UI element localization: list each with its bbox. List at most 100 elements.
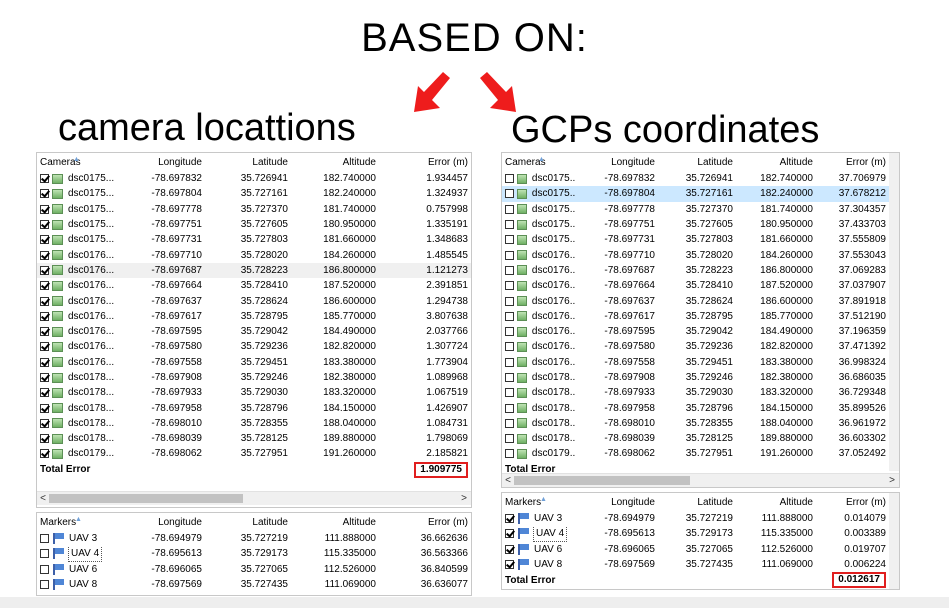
marker-row[interactable]: UAV 8 -78.697569 35.727435 111.069000 0.0062… [502,557,889,572]
column-header-error[interactable]: Error (m) [846,156,886,168]
camera-row[interactable]: dsc0176... -78.697637 35.728624 186.600000 1… [37,293,471,308]
camera-row[interactable]: dsc0178... -78.697908 35.729246 182.380000 3… [502,370,889,385]
camera-row[interactable]: dsc0175... -78.697778 35.727370 181.740000 3… [502,202,889,217]
marker-row[interactable]: UAV 3 -78.694979 35.727219 111.888000 0.0140… [502,511,889,526]
checkbox-checked[interactable] [40,296,49,306]
checkbox-checked[interactable] [40,311,49,321]
camera-row[interactable]: dsc0175... -78.697832 35.726941 182.740000 3… [502,171,889,186]
checkbox-unchecked[interactable] [505,296,514,306]
checkbox-unchecked[interactable] [505,342,514,352]
checkbox-checked[interactable] [40,418,49,428]
column-header-altitude[interactable]: Altitude [779,156,813,168]
checkbox-checked[interactable] [505,544,514,554]
camera-row[interactable]: dsc0175... -78.697804 35.727161 182.240000 3… [502,186,889,202]
camera-row[interactable]: dsc0175... -78.697751 35.727605 180.950000 3… [502,217,889,232]
column-header-cameras[interactable]: ▲ Cameras [502,153,578,171]
camera-row[interactable]: dsc0176... -78.697595 35.729042 184.490000 3… [502,324,889,339]
checkbox-unchecked[interactable] [505,250,514,260]
checkbox-unchecked[interactable] [505,220,514,230]
column-header-error[interactable]: Error (m) [846,496,886,508]
camera-row[interactable]: dsc0176... -78.697687 35.728223 186.800000 1… [37,262,471,279]
camera-row[interactable]: dsc0175... -78.697804 35.727161 182.240000 1… [37,186,471,201]
camera-row[interactable]: dsc0178... -78.698010 35.728355 188.040000 1… [37,416,471,431]
vertical-scrollbar[interactable] [889,153,899,471]
column-header-altitude[interactable]: Altitude [342,516,376,528]
checkbox-checked[interactable] [40,342,49,352]
camera-row[interactable]: dsc0178... -78.697933 35.729030 183.320000 3… [502,385,889,400]
column-header-altitude[interactable]: Altitude [342,156,376,168]
checkbox-checked[interactable] [40,403,49,413]
checkbox-unchecked[interactable] [40,549,49,559]
camera-row[interactable]: dsc0176... -78.697710 35.728020 184.260000 3… [502,247,889,262]
checkbox-checked[interactable] [40,235,49,245]
checkbox-unchecked[interactable] [505,418,514,428]
camera-row[interactable]: dsc0175... -78.697778 35.727370 181.740000 0… [37,202,471,217]
checkbox-unchecked[interactable] [505,174,514,184]
camera-row[interactable]: dsc0176... -78.697617 35.728795 185.770000 3… [37,309,471,324]
checkbox-unchecked[interactable] [505,373,514,382]
column-header-markers[interactable]: ▲ Markers [37,513,123,531]
column-header-longitude[interactable]: Longitude [158,156,202,168]
checkbox-unchecked[interactable] [40,580,49,590]
marker-row[interactable]: UAV 6 -78.696065 35.727065 112.526000 0.0197… [502,542,889,557]
marker-row[interactable]: UAV 3 -78.694979 35.727219 111.888000 36.662… [37,531,471,546]
checkbox-checked[interactable] [505,529,514,539]
camera-row[interactable]: dsc0179... -78.698062 35.727951 191.260000 2… [37,446,471,461]
camera-row[interactable]: dsc0179... -78.698062 35.727951 191.260000 3… [502,446,889,461]
camera-row[interactable]: dsc0175... -78.697832 35.726941 182.740000 1… [37,171,471,186]
checkbox-checked[interactable] [40,174,49,184]
checkbox-checked[interactable] [40,250,49,260]
marker-row[interactable]: UAV 4 -78.695613 35.729173 115.335000 0.0033… [502,526,889,542]
checkbox-unchecked[interactable] [505,403,514,413]
scroll-left-arrow[interactable]: < [40,493,46,504]
column-header-error[interactable]: Error (m) [428,156,468,168]
camera-row[interactable]: dsc0175... -78.697731 35.727803 181.660000 3… [502,232,889,247]
camera-row[interactable]: dsc0178... -78.697908 35.729246 182.380000 1… [37,370,471,385]
checkbox-checked[interactable] [40,189,49,199]
checkbox-unchecked[interactable] [505,235,514,245]
scrollbar-thumb[interactable] [514,476,690,485]
checkbox-checked[interactable] [40,281,49,291]
checkbox-checked[interactable] [505,514,514,524]
checkbox-checked[interactable] [40,357,49,367]
checkbox-unchecked[interactable] [505,265,514,275]
camera-row[interactable]: dsc0176... -78.697558 35.729451 183.380000 1… [37,355,471,370]
checkbox-unchecked[interactable] [40,564,49,574]
checkbox-unchecked[interactable] [505,357,514,367]
column-header-latitude[interactable]: Latitude [697,156,733,168]
checkbox-unchecked[interactable] [505,204,514,214]
checkbox-unchecked[interactable] [505,311,514,321]
scroll-left-arrow[interactable]: < [505,475,511,486]
camera-row[interactable]: dsc0176... -78.697710 35.728020 184.260000 1… [37,247,471,262]
column-header-latitude[interactable]: Latitude [252,516,288,528]
marker-row[interactable]: UAV 4 -78.695613 35.729173 115.335000 36.563… [37,546,471,562]
column-header-latitude[interactable]: Latitude [252,156,288,168]
checkbox-unchecked[interactable] [505,388,514,398]
camera-row[interactable]: dsc0176... -78.697664 35.728410 187.520000 3… [502,278,889,293]
checkbox-checked[interactable] [40,388,49,398]
column-header-latitude[interactable]: Latitude [697,496,733,508]
scrollbar-thumb[interactable] [49,494,243,503]
checkbox-checked[interactable] [40,327,49,337]
checkbox-unchecked[interactable] [505,327,514,337]
camera-row[interactable]: dsc0176... -78.697617 35.728795 185.770000 3… [502,309,889,324]
checkbox-checked[interactable] [40,434,49,444]
column-header-longitude[interactable]: Longitude [158,516,202,528]
column-header-altitude[interactable]: Altitude [779,496,813,508]
scroll-right-arrow[interactable]: > [461,493,467,504]
vertical-scrollbar[interactable] [889,493,899,589]
camera-row[interactable]: dsc0175... -78.697751 35.727605 180.950000 1… [37,217,471,232]
checkbox-unchecked[interactable] [505,434,514,444]
camera-row[interactable]: dsc0176... -78.697580 35.729236 182.820000 3… [502,339,889,354]
column-header-markers[interactable]: ▲ Markers [502,493,578,511]
camera-row[interactable]: dsc0178... -78.698039 35.728125 189.880000 1… [37,431,471,446]
marker-row[interactable]: UAV 6 -78.696065 35.727065 112.526000 36.840… [37,562,471,577]
camera-row[interactable]: dsc0178... -78.697958 35.728796 184.150000 1… [37,400,471,415]
camera-row[interactable]: dsc0178... -78.698039 35.728125 189.880000 3… [502,431,889,446]
marker-row[interactable]: UAV 8 -78.697569 35.727435 111.069000 36.636… [37,577,471,592]
checkbox-checked[interactable] [40,220,49,230]
camera-row[interactable]: dsc0176... -78.697664 35.728410 187.520000 2… [37,278,471,293]
camera-row[interactable]: dsc0176... -78.697580 35.729236 182.820000 1… [37,339,471,354]
checkbox-checked[interactable] [40,265,49,275]
camera-row[interactable]: dsc0178... -78.697933 35.729030 183.320000 1… [37,385,471,400]
